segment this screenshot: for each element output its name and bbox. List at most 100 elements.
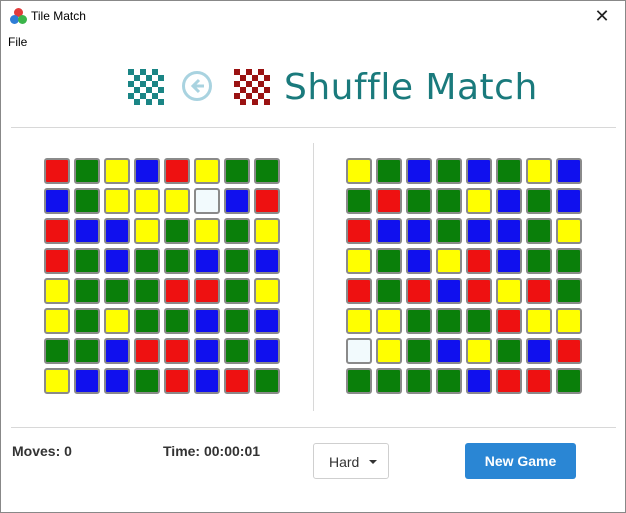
tile[interactable] bbox=[526, 188, 552, 214]
tile[interactable] bbox=[526, 158, 552, 184]
tile[interactable] bbox=[526, 218, 552, 244]
tile bbox=[194, 278, 220, 304]
tile[interactable] bbox=[346, 278, 372, 304]
tile bbox=[254, 368, 280, 394]
tile[interactable] bbox=[406, 218, 432, 244]
tile[interactable] bbox=[346, 368, 372, 394]
current-pattern-icon bbox=[234, 69, 270, 105]
tile bbox=[164, 158, 190, 184]
tile[interactable] bbox=[406, 188, 432, 214]
tile bbox=[104, 218, 130, 244]
tile[interactable] bbox=[496, 158, 522, 184]
back-arrow-icon[interactable] bbox=[182, 71, 212, 101]
tile[interactable] bbox=[466, 278, 492, 304]
tile bbox=[104, 158, 130, 184]
tile[interactable] bbox=[556, 308, 582, 334]
tile[interactable] bbox=[466, 248, 492, 274]
tile[interactable] bbox=[346, 158, 372, 184]
tile bbox=[134, 218, 160, 244]
tile[interactable] bbox=[466, 338, 492, 364]
difficulty-dropdown[interactable]: Hard bbox=[313, 443, 389, 479]
tile bbox=[44, 248, 70, 274]
new-game-button[interactable]: New Game bbox=[465, 443, 576, 479]
tile[interactable] bbox=[406, 368, 432, 394]
tile[interactable] bbox=[436, 338, 462, 364]
tile bbox=[224, 368, 250, 394]
tile[interactable] bbox=[436, 278, 462, 304]
tile bbox=[74, 158, 100, 184]
tile[interactable] bbox=[436, 308, 462, 334]
tile[interactable] bbox=[556, 188, 582, 214]
tile[interactable] bbox=[376, 278, 402, 304]
tile bbox=[74, 308, 100, 334]
tile[interactable] bbox=[526, 338, 552, 364]
tile[interactable] bbox=[406, 248, 432, 274]
tile bbox=[104, 248, 130, 274]
tile[interactable] bbox=[556, 248, 582, 274]
tile bbox=[254, 158, 280, 184]
tile bbox=[74, 248, 100, 274]
tile[interactable] bbox=[436, 158, 462, 184]
tile[interactable] bbox=[556, 158, 582, 184]
tile[interactable] bbox=[526, 368, 552, 394]
close-button[interactable]: ✕ bbox=[594, 5, 610, 26]
tile[interactable] bbox=[376, 368, 402, 394]
tile bbox=[194, 188, 220, 214]
tile[interactable] bbox=[496, 188, 522, 214]
tile bbox=[74, 188, 100, 214]
tile bbox=[104, 368, 130, 394]
tile[interactable] bbox=[496, 218, 522, 244]
tile[interactable] bbox=[436, 188, 462, 214]
tile[interactable] bbox=[376, 338, 402, 364]
tile[interactable] bbox=[526, 278, 552, 304]
tile bbox=[194, 338, 220, 364]
tile[interactable] bbox=[376, 188, 402, 214]
tile[interactable] bbox=[466, 308, 492, 334]
tile[interactable] bbox=[376, 248, 402, 274]
title-bar: Tile Match ✕ bbox=[1, 1, 625, 31]
tile[interactable] bbox=[436, 218, 462, 244]
tile[interactable] bbox=[346, 308, 372, 334]
tile[interactable] bbox=[466, 218, 492, 244]
tile[interactable] bbox=[406, 278, 432, 304]
tile[interactable] bbox=[346, 248, 372, 274]
tile bbox=[194, 158, 220, 184]
tile[interactable] bbox=[466, 188, 492, 214]
play-board[interactable] bbox=[346, 158, 582, 394]
tile[interactable] bbox=[406, 338, 432, 364]
tile bbox=[254, 248, 280, 274]
tile[interactable] bbox=[556, 338, 582, 364]
tile[interactable] bbox=[496, 338, 522, 364]
tile[interactable] bbox=[406, 308, 432, 334]
tile[interactable] bbox=[496, 368, 522, 394]
tile bbox=[104, 338, 130, 364]
tile bbox=[44, 158, 70, 184]
tile bbox=[104, 308, 130, 334]
menu-file[interactable]: File bbox=[8, 35, 28, 49]
tile[interactable] bbox=[556, 218, 582, 244]
footer-divider bbox=[11, 427, 616, 428]
tile[interactable] bbox=[526, 308, 552, 334]
tile[interactable] bbox=[436, 248, 462, 274]
tile[interactable] bbox=[466, 158, 492, 184]
tile[interactable] bbox=[406, 158, 432, 184]
tile bbox=[134, 308, 160, 334]
tile[interactable] bbox=[346, 338, 372, 364]
tile bbox=[224, 308, 250, 334]
tile[interactable] bbox=[556, 278, 582, 304]
tile bbox=[194, 218, 220, 244]
tile[interactable] bbox=[496, 308, 522, 334]
tile[interactable] bbox=[496, 278, 522, 304]
tile bbox=[134, 188, 160, 214]
tile[interactable] bbox=[346, 188, 372, 214]
tile[interactable] bbox=[496, 248, 522, 274]
tile[interactable] bbox=[466, 368, 492, 394]
target-board bbox=[44, 158, 280, 394]
tile[interactable] bbox=[556, 368, 582, 394]
tile[interactable] bbox=[376, 308, 402, 334]
tile[interactable] bbox=[436, 368, 462, 394]
tile[interactable] bbox=[526, 248, 552, 274]
tile[interactable] bbox=[376, 218, 402, 244]
tile[interactable] bbox=[376, 158, 402, 184]
tile[interactable] bbox=[346, 218, 372, 244]
